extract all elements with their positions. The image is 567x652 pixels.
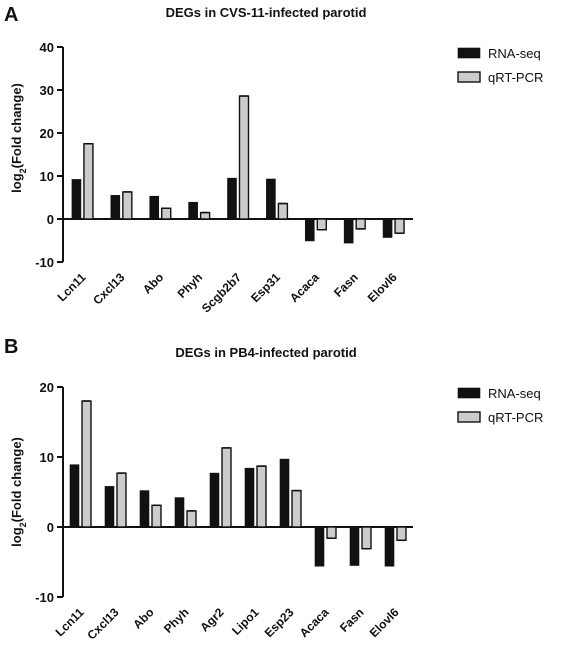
bar-a-qrtpcr-abo <box>161 207 172 220</box>
x-tick-label-b-lipo1: Lipo1 <box>229 605 262 638</box>
bar-a-rnaseq-acaca <box>304 218 315 242</box>
y-axis-label-b-sub: 2 <box>18 522 28 527</box>
bar-a-qrtpcr-fasn <box>355 218 366 230</box>
bar-b-rnaseq-abo <box>139 490 150 528</box>
y-tick-label-b-2: 10 <box>40 450 54 465</box>
x-tick-label-a-scgb2b7: Scgb2b7 <box>199 270 244 315</box>
x-tick-label-a-abo: Abo <box>140 270 166 296</box>
y-axis-label-a-sub: 2 <box>18 168 28 173</box>
bar-b-qrtpcr-lcn11 <box>81 400 92 528</box>
bar-b-qrtpcr-esp23 <box>291 489 302 528</box>
x-tick-label-a-lcn11: Lcn11 <box>55 270 89 304</box>
bar-b-qrtpcr-phyh <box>186 510 197 528</box>
x-tick-label-b-cxcl13: Cxcl13 <box>84 605 121 642</box>
legend-swatch-a-0 <box>457 47 481 59</box>
x-tick-label-b-acaca: Acaca <box>297 605 332 640</box>
y-tick-label-a-0: -10 <box>35 255 54 270</box>
bar-b-qrtpcr-abo <box>151 504 162 528</box>
bar-a-qrtpcr-elovl6 <box>394 218 405 234</box>
bar-b-rnaseq-cxcl13 <box>104 486 115 528</box>
y-tick-label-a-5: 40 <box>40 40 54 55</box>
bar-b-rnaseq-esp23 <box>279 458 290 528</box>
bar-a-rnaseq-abo <box>149 195 160 220</box>
x-tick-label-a-phyh: Phyh <box>175 270 206 301</box>
bar-b-qrtpcr-agr2 <box>221 447 232 528</box>
bar-b-rnaseq-agr2 <box>209 472 220 528</box>
legend-swatch-a-1 <box>457 71 481 83</box>
bar-a-rnaseq-scgb2b7 <box>227 177 237 220</box>
x-tick-label-a-fasn: Fasn <box>331 270 361 300</box>
y-axis-label-a: log2(Fold change) <box>9 83 28 193</box>
panel-letter-b: B <box>4 336 18 358</box>
bar-b-qrtpcr-fasn <box>361 526 372 550</box>
x-tick-label-b-abo: Abo <box>130 605 156 631</box>
bar-a-qrtpcr-acaca <box>316 218 327 231</box>
x-tick-label-b-esp23: Esp23 <box>262 605 297 640</box>
bar-b-rnaseq-lcn11 <box>69 464 80 528</box>
y-tick-label-b-3: 20 <box>40 380 54 395</box>
x-tick-label-a-acaca: Acaca <box>287 270 322 305</box>
chart-title-b: DEGs in PB4-infected parotid <box>175 345 356 360</box>
bar-b-rnaseq-phyh <box>174 497 185 528</box>
legend-label-a-0: RNA-seq <box>488 46 541 61</box>
x-tick-label-b-phyh: Phyh <box>161 605 192 636</box>
y-tick-label-b-1: 0 <box>47 520 54 535</box>
bar-b-rnaseq-fasn <box>349 526 360 566</box>
y-tick-label-a-2: 10 <box>40 169 54 184</box>
y-axis-label-a-main: log <box>9 173 24 193</box>
x-tick-label-b-lcn11: Lcn11 <box>53 605 87 639</box>
legend-a: RNA-seq qRT-PCR <box>457 46 543 85</box>
bar-a-qrtpcr-scgb2b7 <box>238 95 250 220</box>
y-axis-label-a-rest: (Fold change) <box>9 83 24 168</box>
bar-a-rnaseq-cxcl13 <box>110 195 121 220</box>
legend-b: RNA-seq qRT-PCR <box>457 386 543 425</box>
x-tick-label-a-esp31: Esp31 <box>248 270 283 305</box>
chart-title-a: DEGs in CVS-11-infected parotid <box>166 5 367 20</box>
chart-panel-a: A DEGs in CVS-11-infected parotid log2(F… <box>4 4 543 315</box>
legend-label-b-0: RNA-seq <box>488 386 541 401</box>
bar-a-qrtpcr-cxcl13 <box>122 191 133 220</box>
bar-a-qrtpcr-lcn11 <box>83 143 94 220</box>
y-axis-label-b-rest: (Fold change) <box>9 437 24 522</box>
x-tick-label-a-elovl6: Elovl6 <box>365 270 400 305</box>
bar-a-rnaseq-lcn11 <box>71 179 82 220</box>
x-tick-label-b-fasn: Fasn <box>337 605 367 635</box>
bar-a-rnaseq-elovl6 <box>382 218 393 238</box>
y-tick-label-a-1: 0 <box>47 212 54 227</box>
y-tick-label-a-3: 20 <box>40 126 54 141</box>
bar-a-qrtpcr-phyh <box>199 211 211 220</box>
legend-label-b-1: qRT-PCR <box>488 410 543 425</box>
bar-b-qrtpcr-elovl6 <box>396 526 407 542</box>
bar-b-rnaseq-elovl6 <box>384 526 395 567</box>
x-tick-label-b-agr2: Agr2 <box>197 605 226 634</box>
bar-b-rnaseq-acaca <box>314 526 325 567</box>
y-tick-label-a-4: 30 <box>40 83 54 98</box>
bar-b-qrtpcr-acaca <box>326 526 337 539</box>
legend-swatch-b-0 <box>457 387 481 399</box>
chart-panel-b: B DEGs in PB4-infected parotid log2(Fold… <box>4 336 543 642</box>
bar-b-qrtpcr-lipo1 <box>256 465 267 528</box>
legend-swatch-b-1 <box>457 411 481 423</box>
panel-letter-a: A <box>4 4 18 26</box>
bar-b-qrtpcr-cxcl13 <box>116 472 127 528</box>
bar-a-rnaseq-phyh <box>188 201 198 220</box>
y-axis-label-b-main: log <box>9 527 24 547</box>
y-axis-label-b: log2(Fold change) <box>9 437 28 547</box>
x-tick-label-a-cxcl13: Cxcl13 <box>90 270 127 307</box>
y-tick-label-b-0: -10 <box>35 590 54 605</box>
bar-a-rnaseq-fasn <box>343 218 354 244</box>
bar-a-rnaseq-esp31 <box>266 178 276 220</box>
legend-label-a-1: qRT-PCR <box>488 70 543 85</box>
bar-a-qrtpcr-esp31 <box>277 202 289 220</box>
x-tick-label-b-elovl6: Elovl6 <box>367 605 402 640</box>
bar-b-rnaseq-lipo1 <box>244 467 255 528</box>
